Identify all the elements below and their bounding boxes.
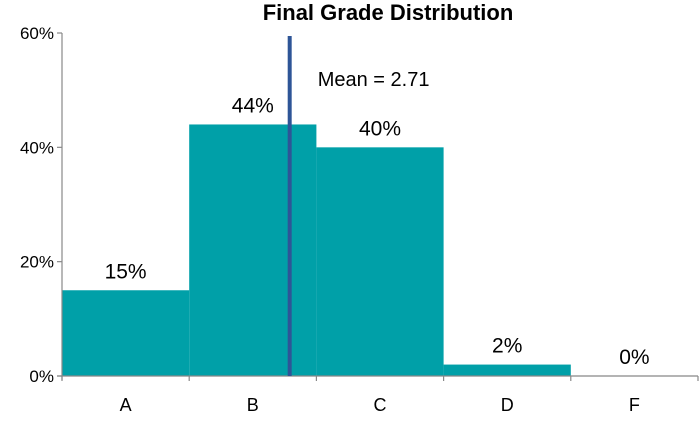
axes-group: 0% 20% 40% 60% A B C D F (20, 24, 699, 415)
y-tick-label: 20% (20, 253, 54, 272)
bar-c (316, 147, 444, 376)
data-label-c: 40% (359, 117, 401, 140)
data-label-d: 2% (492, 335, 522, 358)
x-tick-label: F (629, 395, 640, 415)
y-tick-label: 60% (20, 24, 54, 43)
x-tick-label: D (501, 395, 514, 415)
bar-a (62, 290, 190, 376)
bars-group (62, 124, 571, 376)
x-tick-label: B (247, 395, 259, 415)
data-label-a: 15% (105, 260, 147, 283)
mean-group: Mean = 2.71 (287, 36, 430, 376)
x-tick-label: C (374, 395, 387, 415)
x-tick-label: A (120, 395, 132, 415)
bar-d (443, 364, 571, 376)
data-label-f: 0% (619, 346, 649, 369)
y-tick-label: 0% (29, 367, 54, 386)
data-labels-group: 15% 44% 40% 2% 0% (105, 94, 650, 369)
data-label-b: 44% (232, 94, 274, 117)
mean-annotation: Mean = 2.71 (318, 69, 430, 91)
bar-b (189, 124, 317, 376)
y-tick-label: 40% (20, 138, 54, 157)
chart-title: Final Grade Distribution (263, 0, 514, 25)
